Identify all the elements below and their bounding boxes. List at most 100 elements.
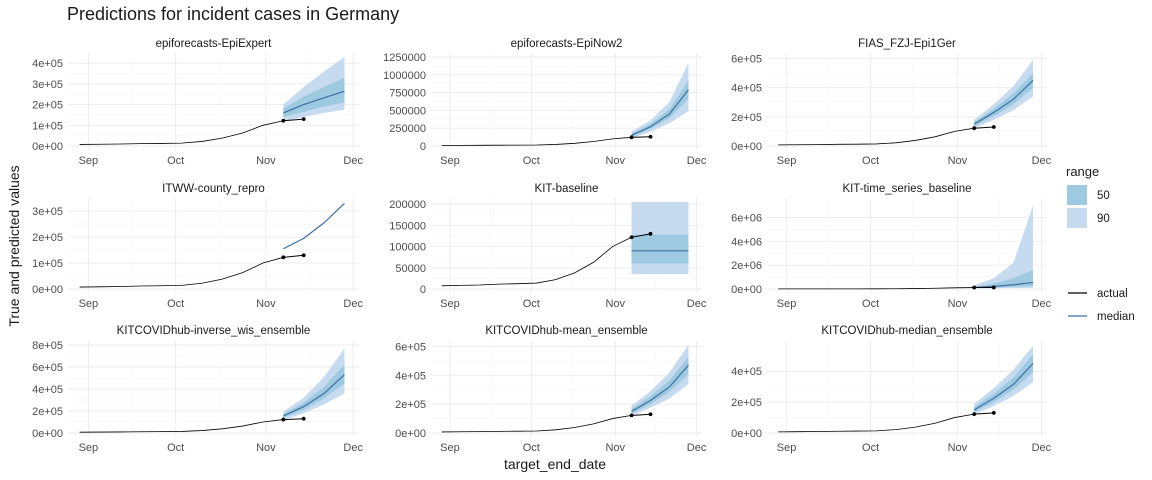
x-tick-label: Sep [79,155,99,167]
y-tick-label: 4e+05 [32,384,63,396]
actual-point [648,231,653,236]
actual-point [629,235,634,240]
y-tick-label: 1e+05 [32,120,63,132]
legend-label-actual: actual [1097,288,1128,300]
interval-50-band [974,269,1033,289]
y-tick-label: 1e+05 [32,258,63,270]
y-tick-label: 2e+05 [32,232,63,244]
y-tick-label: 6e+06 [731,212,762,224]
panel-title: KITCOVIDhub-mean_ensemble [485,325,647,337]
actual-point [972,412,977,417]
actual-point [281,255,286,260]
legend-label-50: 50 [1097,190,1110,202]
chart-title: Predictions for incident cases in German… [67,4,399,24]
actual-observed-line [283,254,304,258]
x-tick-label: Nov [605,442,625,454]
y-tick-label: 0e+00 [731,428,762,440]
y-tick-label: 200000 [389,199,426,211]
y-tick-label: 2e+06 [731,260,762,272]
y-tick-label: 2e+05 [32,406,63,418]
x-tick-label: Nov [256,155,276,167]
panel-epiforecasts-EpiExpert: Sep Oct Nov Dec 0e+00 1e+05 2e+05 3e+05 4e+05 epi… [32,38,363,167]
y-tick-label: 6e+05 [32,362,63,374]
x-tick-label: Dec [687,155,707,167]
actual-point [991,285,996,290]
actual-point [301,253,306,258]
actual-observed-line [631,136,651,138]
x-tick-label: Sep [777,442,797,454]
y-tick-label: 1000000 [383,70,426,82]
actual-history-line [778,127,975,146]
x-axis-label: target_end_date [504,456,606,472]
x-tick-label: Dec [343,298,363,310]
actual-history-line [441,415,632,433]
x-tick-label: Oct [523,442,540,454]
actual-history-line [79,256,284,288]
x-tick-label: Nov [256,442,276,454]
median-forecast-line [631,89,689,136]
panel-epiforecasts-EpiNow2: Sep Oct Nov Dec 0 250000 500000 750000 1000000 12… [383,38,707,167]
x-tick-label: Sep [440,442,460,454]
y-tick-label: 1250000 [383,52,426,64]
y-tick-label: 4e+05 [32,58,63,70]
x-tick-label: Nov [948,155,968,167]
x-tick-label: Dec [1032,442,1052,454]
y-tick-label: 3e+05 [32,206,63,218]
y-tick-label: 6e+05 [395,341,426,353]
x-tick-label: Nov [605,298,625,310]
y-tick-label: 250000 [389,123,426,135]
x-tick-label: Oct [862,298,879,310]
y-tick-label: 150000 [389,220,426,232]
y-tick-label: 0 [420,141,426,153]
interval-90-band [283,348,345,421]
y-tick-label: 4e+05 [731,366,762,378]
x-tick-label: Oct [862,442,879,454]
facet-panels: Sep Oct Nov Dec 0e+00 1e+05 2e+05 3e+05 4e+05 epi… [32,38,1052,454]
x-tick-label: Dec [687,298,707,310]
x-tick-label: Nov [948,442,968,454]
x-tick-label: Sep [777,298,797,310]
x-tick-label: Sep [440,298,460,310]
interval-90-band [631,62,689,139]
actual-point [648,134,653,139]
x-tick-label: Dec [343,155,363,167]
median-forecast-line [283,374,345,417]
median-forecast-line [973,79,1034,125]
actual-point [648,412,653,417]
actual-observed-line [631,413,651,416]
x-tick-label: Dec [1032,155,1052,167]
x-tick-label: Oct [862,155,879,167]
panel-title: KIT-baseline [535,183,599,195]
y-tick-label: 0e+00 [32,428,63,440]
panel-KITCOVIDhub-median_ensemble: Sep Oct Nov Dec 0e+00 2e+05 4e+05 KITCOVIDhub-m… [731,325,1052,454]
panel-title: FIAS_FZJ-Epi1Ger [858,38,956,50]
x-tick-label: Sep [440,155,460,167]
actual-observed-line [974,126,994,129]
panel-KIT-baseline: Sep Oct Nov Dec 0 50000 100000 150000 200000 KIT-… [389,183,707,310]
median-forecast-line [974,281,1034,289]
x-tick-label: Oct [167,155,184,167]
panel-title: epiforecasts-EpiNow2 [511,38,623,50]
actual-point [991,125,996,129]
y-tick-label: 500000 [389,105,426,117]
x-tick-label: Sep [777,155,797,167]
x-tick-label: Dec [1032,298,1052,310]
x-tick-label: Nov [256,298,276,310]
y-tick-label: 750000 [389,88,426,100]
y-tick-label: 4e+06 [731,236,762,248]
panel-title: KIT-time_series_baseline [842,183,971,195]
actual-history-line [441,136,632,146]
y-tick-label: 2e+05 [395,399,426,411]
actual-point [972,126,977,131]
x-tick-label: Dec [687,442,707,454]
interval-90-band [974,59,1033,129]
interval-50-band [631,80,689,137]
y-tick-label: 8e+05 [32,340,63,352]
actual-history-line [79,120,284,145]
y-tick-label: 4e+05 [395,370,426,382]
y-tick-label: 0 [420,284,426,296]
y-tick-label: 3e+05 [32,79,63,91]
actual-point [972,285,977,290]
y-tick-label: 2e+05 [32,100,63,112]
